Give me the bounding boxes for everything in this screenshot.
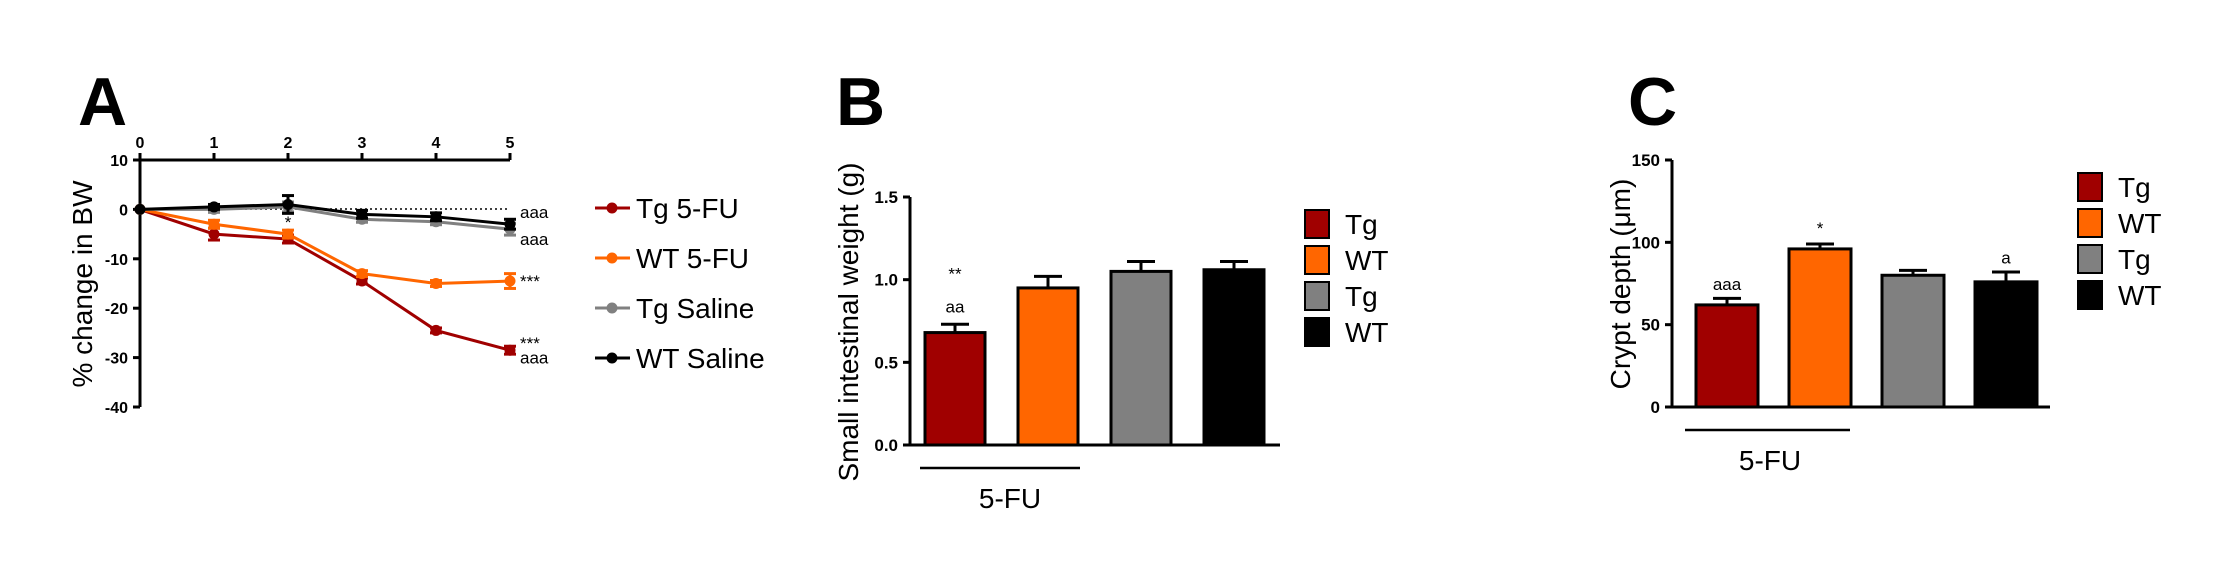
panel-a-data-point [356,268,368,280]
panel-a-data-point [208,228,220,240]
panel-c-y-tick-label: 50 [1641,316,1660,335]
panel-a-y-tick-label: -20 [105,301,128,318]
panel-c-bar [1880,273,1946,409]
panel-c-legend-label: WT [2118,280,2162,311]
panel-a-legend: Tg 5-FU WT 5-FU Tg Saline WT Saline [595,193,765,374]
panel-a-series-line [140,205,511,231]
panel-b-legend-label: Tg [1345,209,1378,240]
panel-c-bar [1787,247,1853,409]
panel-c-legend-swatch [2077,280,2103,310]
panel-b-bar [1109,269,1173,447]
panel-a-y-tick-label: 10 [110,153,128,170]
panel-b: B 0.0 0.5 1.0 1.5 Small intestinal weight (… [833,64,1389,514]
panel-c-legend-label: Tg [2118,172,2151,203]
panel-a-data-point [430,278,442,289]
panel-a-series-line [139,207,511,286]
panel-a-data-point [208,218,220,230]
panel-c-legend-swatch [2077,172,2103,202]
panel-c-legend-label: WT [2118,208,2162,239]
panel-a-significance-label: aaa [520,230,549,249]
panel-a-data-point [134,203,146,215]
panel-c-bar [1694,303,1760,409]
panel-a-data-point [282,198,294,210]
panel-b-y-tick-label: 1.0 [874,271,898,290]
panel-c-significance-label: * [1817,219,1824,238]
panel-b-legend-swatch [1304,209,1330,239]
panel-a-data-point [504,344,516,356]
panel-a-legend-label: Tg Saline [636,293,754,324]
panel-a-data-point [208,201,220,213]
panel-a-y-tick-label: -10 [105,252,128,269]
panel-b-significance-label: aa [946,298,965,317]
panel-c-bar [1973,280,2039,409]
panel-a-significance-label: * [285,213,292,232]
panel-a-legend-marker [606,302,618,314]
panel-a-legend-marker [606,352,618,364]
panel-b-y-label: Small intestinal weight (g) [833,162,864,481]
panel-a-x-tick-label: 5 [506,135,515,152]
panel-c-group-label: 5-FU [1739,445,1801,476]
panel-b-legend-swatch [1304,281,1330,311]
panel-b-label: B [836,64,885,140]
panel-a-data-point [356,208,368,220]
panel-b-significance-label: ** [948,265,962,284]
panel-b-group-label: 5-FU [979,483,1041,514]
panel-b-legend-swatch [1304,317,1330,347]
panel-a-x-tick-label: 1 [210,135,219,152]
panel-a-y-label: % change in BW [67,180,98,388]
panel-c-legend-label: Tg [2118,244,2151,275]
panel-a-significance-label: *** [520,334,540,353]
panel-c-legend-swatch [2077,208,2103,238]
panel-c-y-tick-label: 0 [1651,398,1660,417]
panel-b-y-tick-label: 0.0 [874,436,898,455]
panel-a-x-tick-label: 4 [432,135,441,152]
panel-b-y-tick-label: 0.5 [874,353,898,372]
panel-b-legend: Tg WT Tg WT [1304,209,1389,348]
panel-b-bar [923,331,987,447]
panel-a-data-point [504,275,516,287]
panel-c-legend-swatch [2077,244,2103,274]
panel-a-legend-marker [606,202,618,214]
panel-c-label: C [1628,64,1677,140]
panel-c-significance-label: a [2001,249,2011,268]
panel-a-significance-label: *** [520,272,540,291]
panel-a-y-tick-label: 0 [119,202,128,219]
panel-a-data-point [504,218,516,230]
panel-a-legend-label: Tg 5-FU [636,193,739,224]
panel-c-legend: Tg WT Tg WT [2077,172,2162,311]
panel-a-data-point [430,324,442,336]
panel-c-y-label: Crypt depth (μm) [1605,179,1636,390]
panel-c-significance-label: aaa [1713,275,1742,294]
panel-a-legend-label: WT Saline [636,343,765,374]
panel-b-legend-swatch [1304,245,1330,275]
panel-b-legend-label: WT [1345,317,1389,348]
panel-a-data-point [282,228,294,240]
panel-a-label: A [78,64,127,140]
panel-b-bar [1016,286,1080,447]
panel-a-y-tick-label: -30 [105,351,128,368]
panel-a-significance-label: aaa [520,349,549,368]
panel-a-y-tick-label: -40 [105,400,128,417]
panel-b-legend-label: Tg [1345,281,1378,312]
panel-b-y-tick-label: 1.5 [874,188,898,207]
panel-a-significance-label: aaa [520,203,549,222]
panel-a-x-tick-label: 3 [358,135,367,152]
panel-c-y-tick-label: 150 [1632,151,1660,170]
panel-a-series-line [139,207,511,352]
panel-a-legend-label: WT 5-FU [636,243,749,274]
panel-a-data-point [430,211,442,223]
panel-c-y-tick-label: 100 [1632,233,1660,252]
panel-a-series-line [139,202,511,226]
panel-a-x-tick-label: 0 [136,135,145,152]
panel-a-x-tick-label: 2 [284,135,293,152]
panel-b-legend-label: WT [1345,245,1389,276]
panel-a-legend-marker [606,252,618,264]
panel-b-bar [1202,268,1266,447]
